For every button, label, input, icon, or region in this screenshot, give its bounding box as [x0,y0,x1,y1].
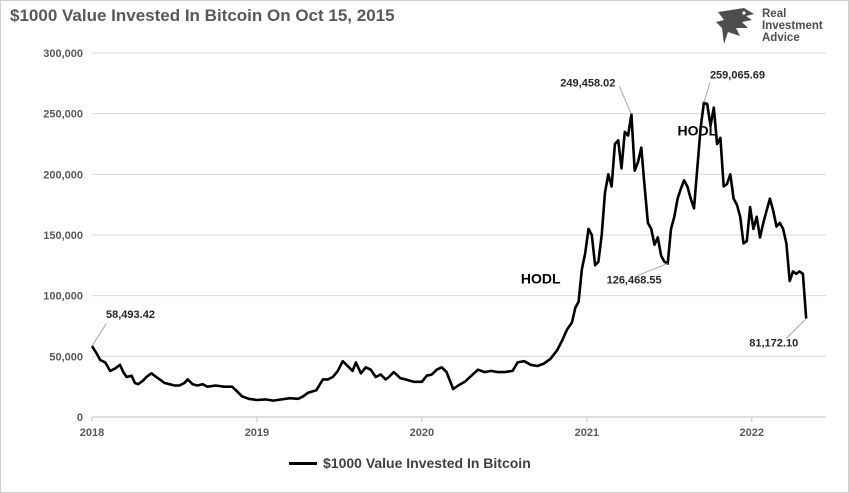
annotation-label: 81,172.10 [749,338,798,350]
legend-swatch [289,461,317,465]
y-tick-label: 50,000 [49,351,83,363]
hodl-label: HODL [521,271,561,287]
legend-label: $1000 Value Invested In Bitcoin [323,455,531,471]
annotation-label: 58,493.42 [106,309,155,321]
x-tick-label: 2020 [410,427,434,439]
logo-line-1: Real [762,8,787,20]
real-investment-advice-logo: Real Investment Advice [714,6,840,46]
series-line [90,101,808,402]
annotation-label: 249,458.02 [560,77,615,89]
annotation-label: 259,065.69 [710,70,765,82]
hodl-label: HODL [678,123,718,139]
y-tick-label: 300,000 [43,48,83,60]
annotation-leader [703,82,711,103]
y-tick-label: 100,000 [43,291,83,303]
legend: $1000 Value Invested In Bitcoin [289,455,531,471]
annotation-leader [785,318,807,339]
logo-line-2: Investment [762,20,823,32]
x-tick-label: 2022 [740,427,764,439]
y-tick-label: 0 [77,412,83,424]
y-tick-label: 250,000 [43,109,83,121]
axis-layer: 0 50,000 100,000 150,000 200,000 250,000 300,0… [43,48,826,439]
annotation-layer: 58,493.42 249,458.02 126,468.55 259,065.69 8… [91,70,807,350]
series-layer [90,101,808,402]
grid-layer [92,52,826,418]
annotation-leader [618,86,632,115]
annotation-leader [637,263,668,277]
annotation-leader [91,323,107,347]
x-tick-label: 2018 [80,427,104,439]
eagle-icon [716,8,754,44]
y-tick-label: 200,000 [43,169,83,181]
annotation-label: 126,468.55 [607,275,662,287]
x-tick-label: 2021 [575,427,599,439]
chart-title: $1000 Value Invested In Bitcoin On Oct 1… [10,6,395,25]
logo-line-3: Advice [762,32,800,44]
x-tick-label: 2019 [245,427,269,439]
y-tick-label: 150,000 [43,230,83,242]
